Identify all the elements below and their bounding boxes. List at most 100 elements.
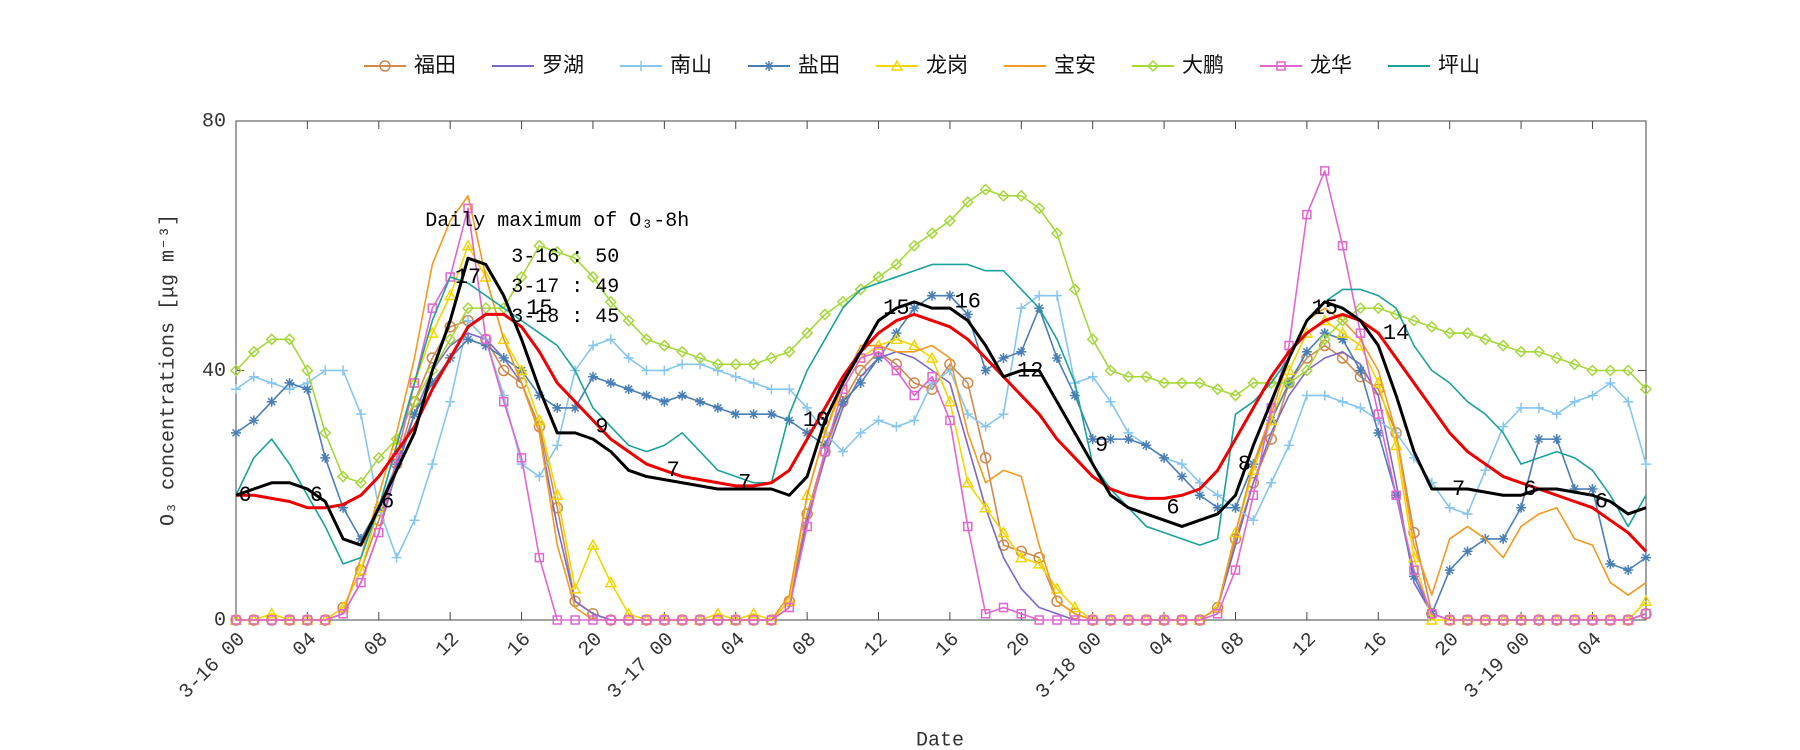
point-marker — [925, 351, 939, 363]
point-marker — [1141, 440, 1152, 451]
legend-label: 罗湖 — [542, 53, 584, 77]
x-tick-label: 12 — [1288, 628, 1321, 661]
point-marker — [891, 421, 902, 432]
point-marker — [1534, 615, 1544, 625]
point-marker — [1195, 615, 1205, 625]
y-axis-label: O₃ concentrations [μg m⁻³] — [157, 214, 180, 526]
point-marker — [427, 377, 438, 388]
point-marker — [908, 377, 920, 389]
point-marker — [998, 602, 1009, 613]
point-marker — [748, 615, 759, 625]
point-marker — [265, 333, 278, 346]
point-marker — [498, 353, 509, 364]
point-marker — [855, 427, 866, 438]
point-marker — [1211, 383, 1224, 396]
point-marker — [926, 227, 939, 240]
point-marker — [1372, 302, 1385, 315]
point-marker — [891, 365, 902, 376]
point-marker — [1641, 459, 1651, 470]
point-marker — [623, 353, 634, 364]
x-tick-label: 3-19 00 — [1460, 628, 1536, 704]
point-marker — [979, 452, 992, 464]
point-marker — [587, 371, 598, 382]
point-marker — [622, 314, 635, 327]
point-marker — [1587, 484, 1598, 495]
annotation: 7 — [667, 458, 680, 483]
point-marker — [961, 476, 975, 488]
legend-marker — [1276, 61, 1286, 71]
point-marker — [997, 526, 1010, 538]
point-marker — [909, 390, 919, 401]
point-marker — [1444, 565, 1455, 576]
point-marker — [1373, 427, 1384, 438]
point-marker — [1034, 290, 1045, 301]
point-marker — [695, 396, 706, 407]
point-marker — [1015, 551, 1028, 563]
point-marker — [766, 384, 777, 395]
point-marker — [302, 615, 313, 625]
point-marker — [497, 364, 510, 377]
point-marker — [748, 377, 759, 388]
point-marker — [802, 402, 813, 413]
point-marker — [248, 371, 259, 382]
point-marker — [1641, 552, 1651, 563]
annotation: 10 — [803, 408, 829, 433]
point-marker — [1336, 352, 1349, 364]
point-marker — [997, 189, 1010, 202]
point-marker — [980, 365, 991, 376]
legend-marker — [764, 61, 774, 71]
point-marker — [445, 396, 456, 407]
point-marker — [998, 409, 1009, 420]
point-marker — [1105, 434, 1116, 445]
point-marker — [1016, 303, 1027, 314]
point-marker — [747, 358, 760, 371]
y-tick-label: 80 — [202, 110, 226, 133]
point-marker — [1033, 202, 1046, 215]
y-tick-label: 40 — [202, 360, 226, 383]
point-marker — [676, 345, 689, 358]
point-marker — [355, 409, 366, 420]
annotation: 6 — [238, 483, 251, 508]
point-marker — [677, 390, 688, 401]
text-box-line: 3-16 : 50 — [511, 246, 619, 269]
point-marker — [1105, 396, 1116, 407]
point-marker — [1355, 402, 1366, 413]
text-box-title: Daily maximum of O₃-8h — [425, 210, 689, 233]
point-marker — [1373, 409, 1384, 419]
point-marker — [497, 332, 510, 345]
point-marker — [658, 339, 671, 352]
annotation: 6 — [1595, 489, 1608, 514]
point-marker — [872, 270, 885, 283]
point-marker — [1087, 615, 1098, 625]
point-marker — [641, 615, 652, 625]
point-marker — [695, 615, 705, 625]
series-line — [236, 195, 1647, 621]
point-marker — [1462, 508, 1473, 519]
point-marker — [1622, 364, 1635, 377]
point-marker — [338, 609, 348, 619]
annotation: 15 — [526, 296, 552, 321]
point-marker — [1639, 383, 1653, 396]
point-marker — [320, 452, 331, 463]
x-tick-label: 12 — [860, 628, 893, 661]
annotation: 15 — [1312, 296, 1338, 321]
point-marker — [909, 415, 920, 426]
legend-item: 罗湖 — [492, 53, 584, 77]
point-marker — [249, 615, 259, 625]
annotation: 7 — [1452, 477, 1465, 502]
point-marker — [766, 615, 777, 625]
point-marker — [623, 384, 634, 395]
point-marker — [1159, 615, 1169, 625]
point-marker — [1391, 490, 1401, 500]
point-marker — [605, 377, 616, 388]
point-marker — [248, 415, 259, 426]
annotation: 6 — [310, 483, 323, 508]
point-marker — [802, 521, 812, 532]
legend-label: 福田 — [414, 53, 456, 77]
point-marker — [909, 303, 920, 314]
point-marker — [927, 290, 938, 301]
point-marker — [907, 339, 921, 351]
point-marker — [730, 615, 741, 625]
point-marker — [1248, 490, 1259, 500]
point-marker — [1051, 595, 1063, 607]
